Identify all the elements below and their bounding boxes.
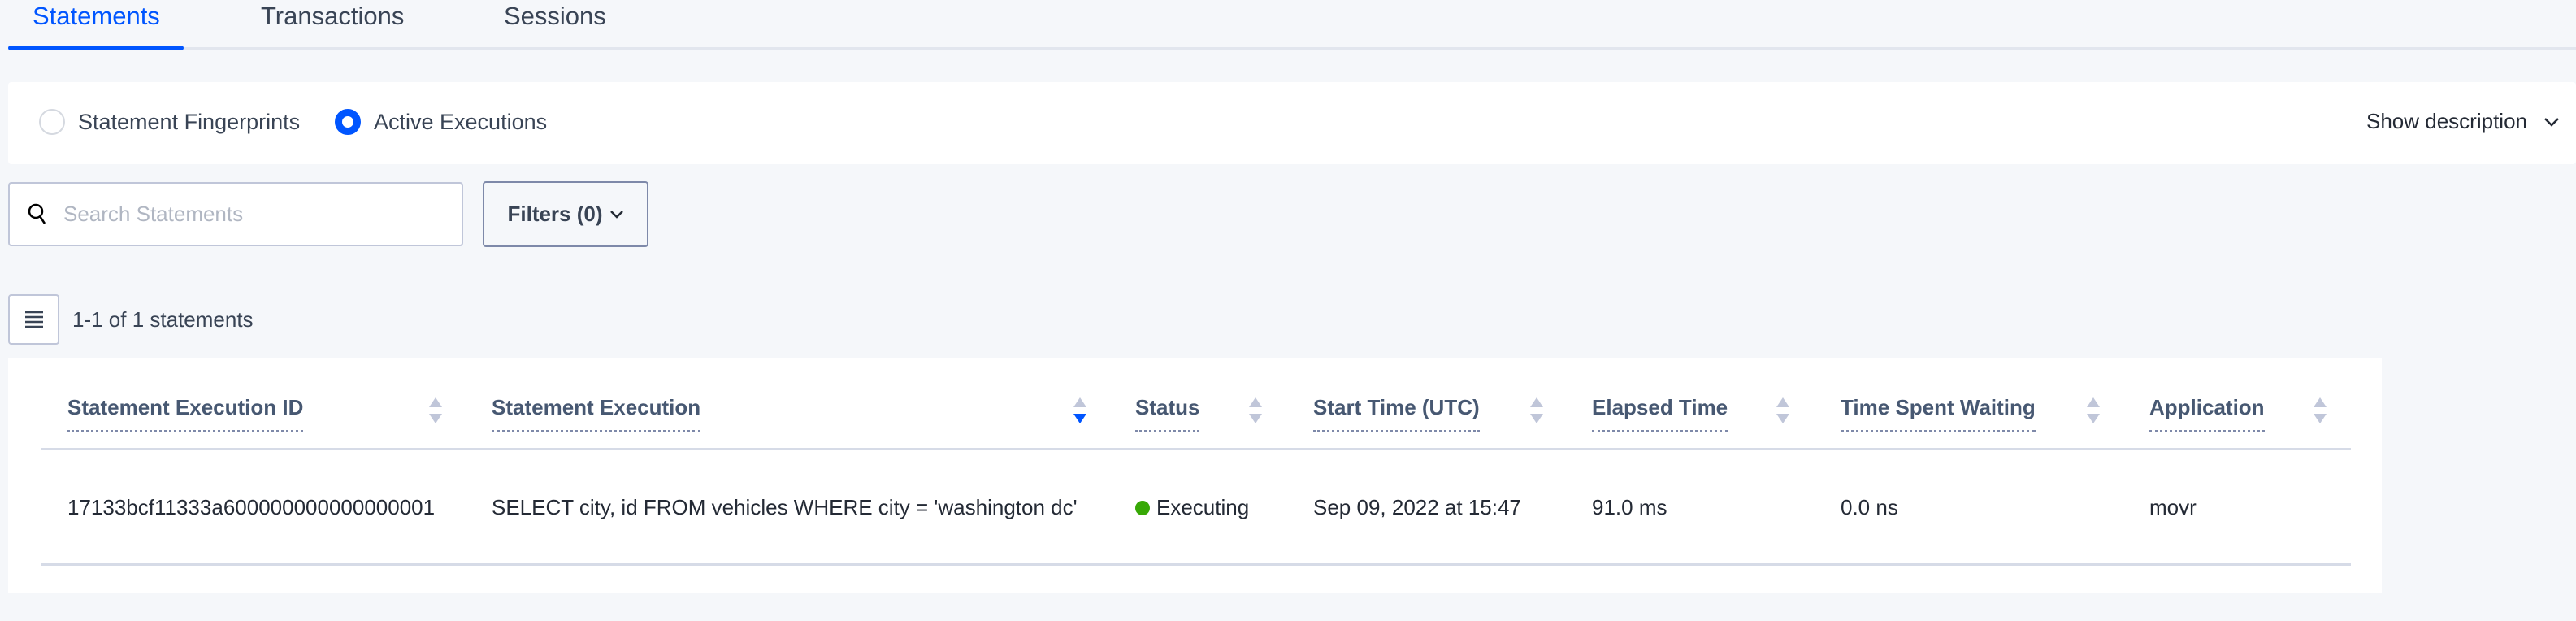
column-header-execution-id[interactable]: Statement Execution ID — [67, 395, 304, 432]
column-selector-button[interactable] — [8, 294, 59, 345]
radio-label: Statement Fingerprints — [78, 109, 301, 134]
chevron-down-icon — [609, 210, 623, 219]
cell-status: Executing — [1135, 495, 1249, 520]
view-toggle-panel — [8, 82, 2576, 164]
column-header-application[interactable]: Application — [2149, 395, 2265, 432]
chevron-down-icon — [2544, 117, 2559, 127]
cell-execution-id[interactable]: 17133bcf11333a600000000000000001 — [67, 495, 436, 519]
sort-icon[interactable] — [429, 397, 444, 423]
cell-application: movr — [2149, 495, 2197, 519]
header-divider — [41, 448, 2351, 450]
cell-time-waiting: 0.0 ns — [1841, 495, 1898, 519]
sort-icon[interactable] — [1776, 397, 1791, 423]
sort-icon[interactable] — [2087, 397, 2101, 423]
cell-elapsed-time: 91.0 ms — [1592, 495, 1667, 519]
radio-statement-fingerprints[interactable]: Statement Fingerprints — [39, 109, 300, 135]
column-header-time-waiting[interactable]: Time Spent Waiting — [1841, 395, 2036, 432]
column-header-status[interactable]: Status — [1135, 395, 1200, 432]
column-header-elapsed-time[interactable]: Elapsed Time — [1592, 395, 1728, 432]
search-input[interactable] — [63, 202, 437, 227]
sort-desc-icon[interactable] — [1073, 397, 1088, 423]
tab-transactions[interactable]: Transactions — [261, 2, 405, 30]
list-icon — [24, 310, 43, 328]
status-dot-icon — [1135, 501, 1150, 515]
radio-active-executions[interactable]: Active Executions — [335, 109, 547, 135]
radio-label: Active Executions — [374, 109, 548, 134]
active-tab-indicator — [8, 46, 184, 50]
tab-sessions[interactable]: Sessions — [504, 2, 606, 30]
radio-checked-icon — [335, 109, 361, 135]
filters-label: Filters (0) — [507, 202, 603, 226]
sort-icon[interactable] — [2314, 397, 2328, 423]
cell-statement[interactable]: SELECT city, id FROM vehicles WHERE city… — [492, 495, 1078, 519]
row-divider — [41, 563, 2351, 566]
result-count: 1-1 of 1 statements — [72, 307, 254, 332]
filters-button[interactable]: Filters (0) — [483, 181, 648, 247]
show-description-toggle[interactable]: Show description — [2366, 109, 2560, 134]
column-header-statement[interactable]: Statement Execution — [492, 395, 701, 432]
show-description-label: Show description — [2366, 109, 2527, 133]
search-box[interactable] — [8, 182, 463, 246]
radio-unchecked-icon — [39, 109, 65, 135]
status-label: Executing — [1156, 495, 1250, 519]
sort-icon[interactable] — [1530, 397, 1545, 423]
tab-bar-divider — [8, 47, 2576, 50]
cell-start-time: Sep 09, 2022 at 15:47 — [1313, 495, 1521, 519]
tab-statements[interactable]: Statements — [33, 2, 160, 30]
statements-table — [8, 358, 2382, 593]
search-icon — [28, 203, 46, 224]
column-header-start-time[interactable]: Start Time (UTC) — [1313, 395, 1480, 432]
sort-icon[interactable] — [1249, 397, 1264, 423]
